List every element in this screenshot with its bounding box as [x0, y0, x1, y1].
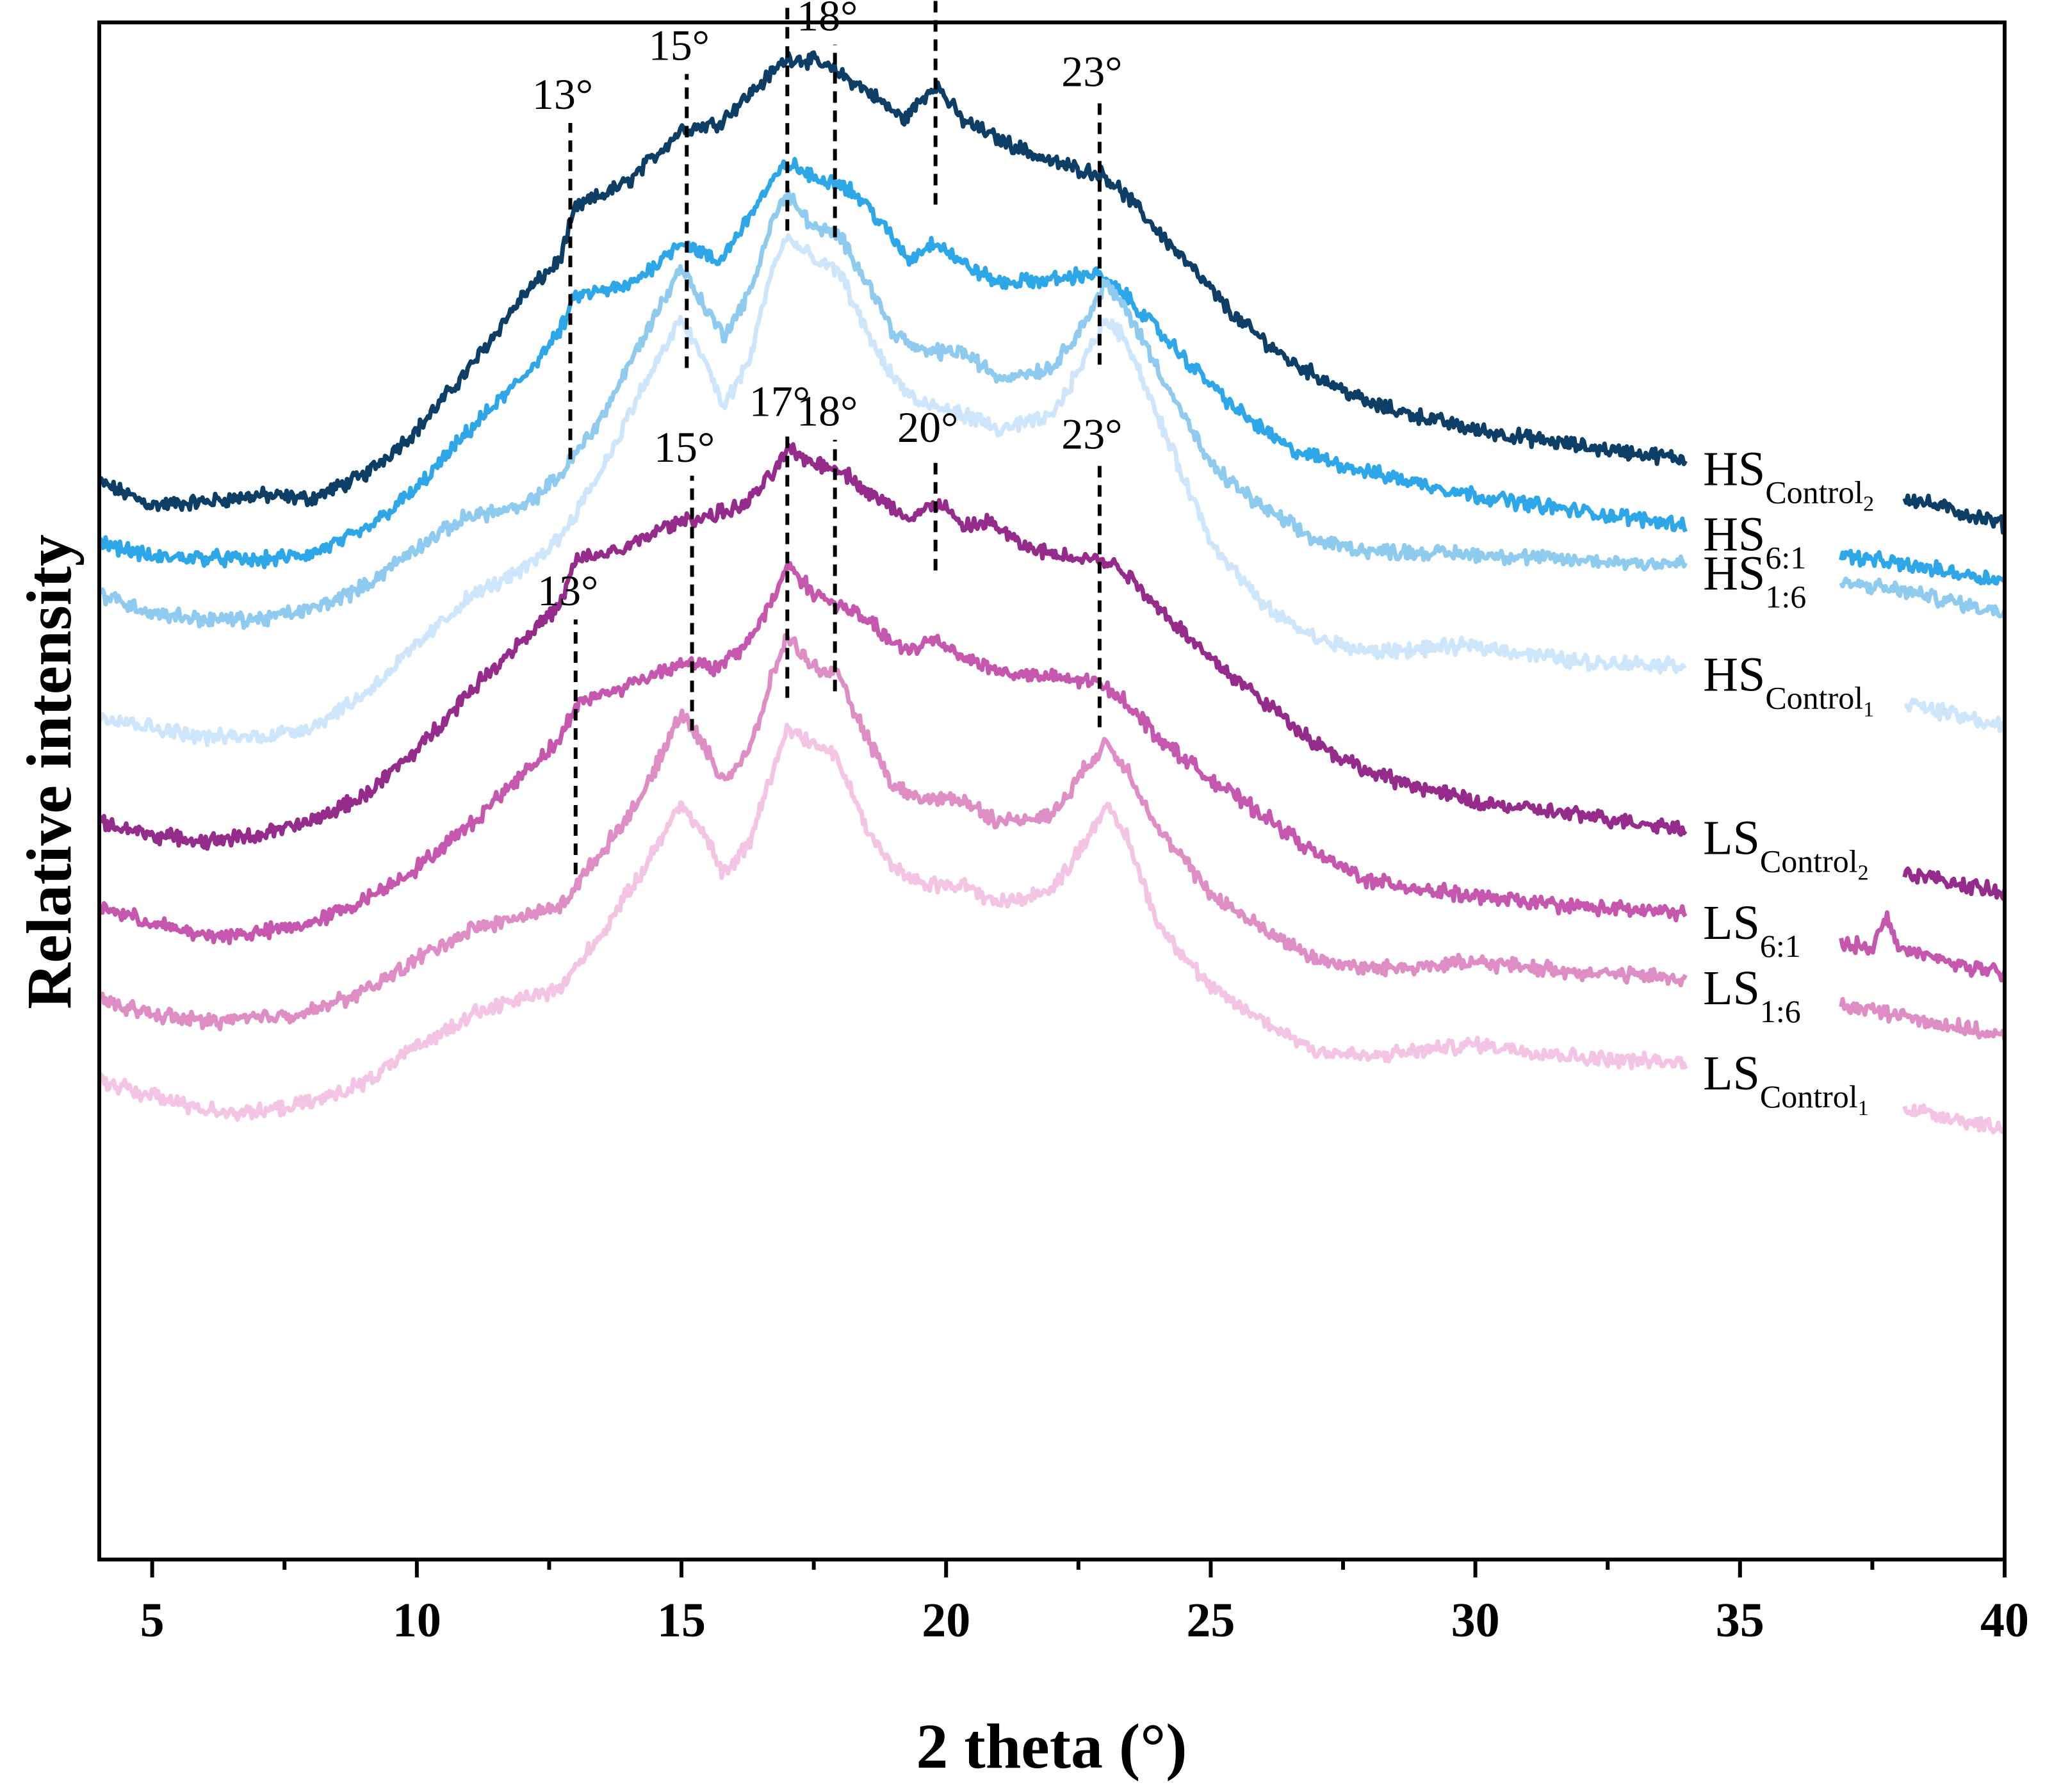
series-label-hs-6-1: HS6:1 — [1703, 507, 1806, 575]
series-line-ls-control2-tail — [1902, 866, 2007, 901]
peak-label-10: 20° — [897, 403, 958, 452]
x-tick-label-15: 15 — [657, 1593, 706, 1647]
x-tick-label-40: 40 — [1980, 1593, 2029, 1647]
x-tick-label-25: 25 — [1186, 1593, 1235, 1647]
x-tick-label-5: 5 — [140, 1593, 165, 1647]
series-line-ls-control2 — [97, 442, 1688, 851]
peak-label-2: 17° — [749, 0, 810, 1]
series-line-ls-6-1 — [97, 561, 1688, 945]
peak-label-6: 13° — [537, 566, 598, 615]
series-line-hs-6-1-tail — [1839, 548, 2007, 586]
x-axis-ticks-layer: 5 10 15 20 25 30 35 40 — [140, 1560, 2029, 1647]
curves-layer — [97, 50, 2007, 1135]
peak-label-8: 17° — [749, 377, 810, 425]
x-tick-label-35: 35 — [1716, 1593, 1764, 1647]
peak-label-5: 23° — [1061, 47, 1122, 95]
series-label-ls-6-1: LS6:1 — [1703, 896, 1801, 964]
series-label-hs-control2: HSControl2 — [1703, 442, 1874, 516]
peak-label-3: 18° — [797, 0, 858, 40]
x-tick-label-10: 10 — [393, 1593, 441, 1647]
series-line-ls-1-6-tail — [1839, 997, 2007, 1041]
peak-label-9: 18° — [797, 387, 858, 436]
series-line-hs-1-6 — [98, 188, 1688, 630]
series-line-ls-control1-tail — [1902, 1103, 2007, 1135]
peak-label-7: 15° — [654, 423, 715, 471]
series-label-hs-1-6: HS1:6 — [1703, 547, 1806, 615]
x-tick-label-30: 30 — [1451, 1593, 1500, 1647]
series-label-ls-1-6: LS1:6 — [1703, 961, 1801, 1029]
peak-label-1: 15° — [649, 21, 710, 70]
series-line-ls-control1 — [97, 722, 1688, 1122]
series-line-hs-control1 — [99, 232, 1687, 747]
series-line-hs-1-6-tail — [1839, 576, 2007, 619]
series-line-hs-control2-tail — [1902, 493, 2007, 535]
x-tick-label-20: 20 — [922, 1593, 970, 1647]
series-line-ls-6-1-tail — [1839, 910, 2007, 982]
series-line-ls-1-6 — [99, 633, 1688, 1032]
peak-label-11: 23° — [1061, 409, 1122, 458]
series-label-ls-control1: LSControl1 — [1703, 1047, 1869, 1120]
y-axis-title: Relative intensity — [13, 534, 85, 1009]
series-label-hs-control1: HSControl1 — [1703, 648, 1874, 722]
series-line-hs-6-1 — [97, 157, 1688, 569]
plot-frame — [97, 20, 2007, 1561]
peak-annotations-layer: 13°15°17°18°20°23°13°15°17°18°20°23° — [532, 0, 1122, 874]
series-label-ls-control2: LSControl2 — [1703, 811, 1869, 885]
peak-label-0: 13° — [532, 70, 593, 118]
series-line-hs-control1-tail — [1903, 697, 2007, 733]
series-line-hs-control2 — [97, 50, 1688, 512]
x-axis-title: 2 theta (°) — [916, 1711, 1187, 1782]
